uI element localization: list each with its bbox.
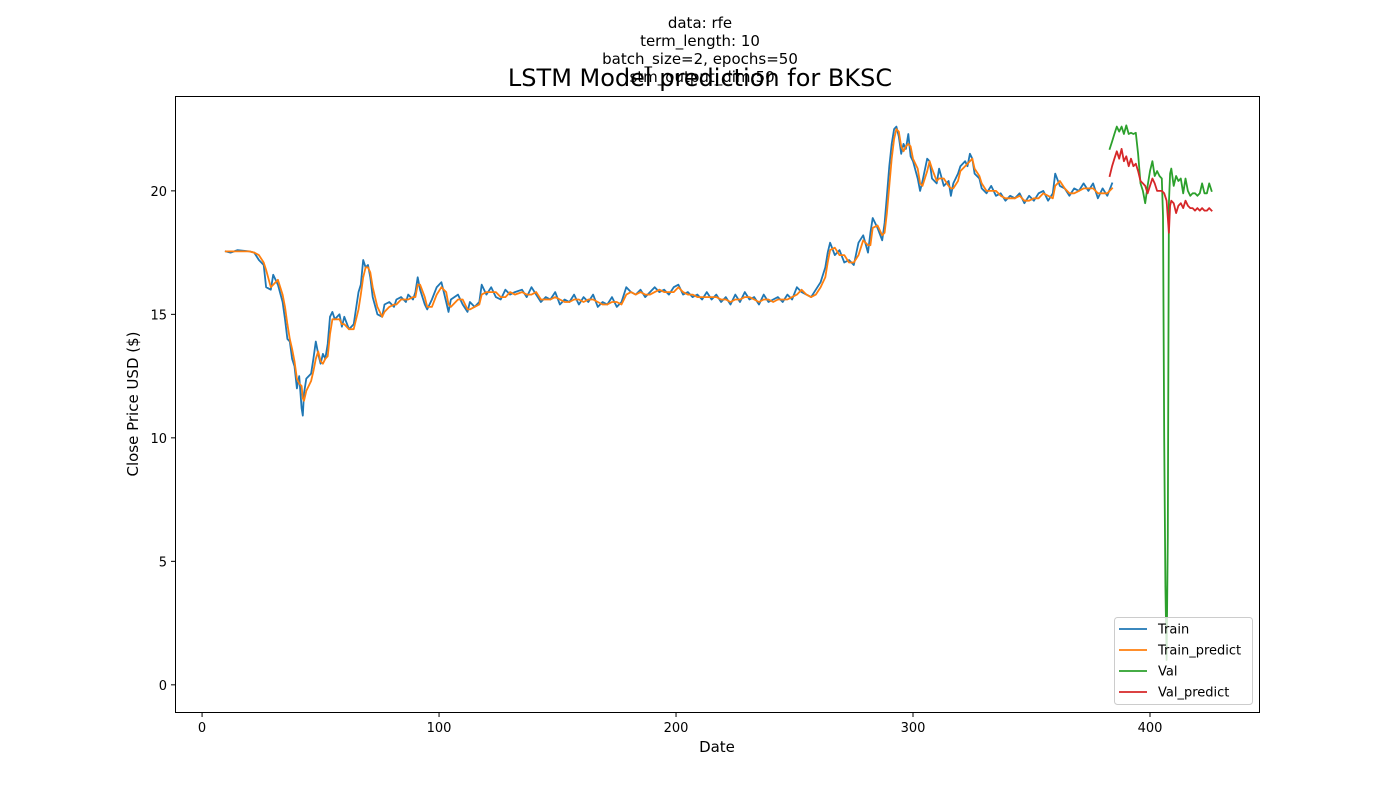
series-line-val [1108, 124, 1213, 661]
x-axis: 0 100 200 300 400 [198, 712, 1163, 736]
suptitle-line-4: lstm_output_dim:50 [625, 68, 775, 86]
x-tick-label: 400 [1138, 721, 1163, 736]
chart-title: LSTM Model prediction for BKSC [507, 64, 893, 92]
y-tick-label: 15 [150, 308, 167, 323]
plot-frame [175, 96, 1260, 713]
series-line-val-predict [1108, 148, 1213, 234]
x-tick-label: 0 [198, 721, 206, 736]
y-tick-label: 10 [150, 432, 167, 447]
series-line-train-predict [224, 128, 1114, 402]
legend-box [1114, 617, 1253, 705]
y-tick-label: 0 [159, 679, 167, 694]
x-tick-label: 200 [664, 721, 689, 736]
x-tick-label: 300 [901, 721, 926, 736]
suptitle-line-3: batch_size=2, epochs=50 [602, 50, 798, 68]
x-tick-label: 100 [427, 721, 452, 736]
series-lines [224, 124, 1213, 661]
y-tick-label: 5 [159, 555, 167, 570]
legend-label: Val_predict [1158, 686, 1229, 701]
y-axis-label: Close Price USD ($) [124, 331, 142, 476]
y-tick-label: 20 [150, 185, 167, 200]
legend-label: Val [1158, 665, 1177, 680]
series-line-train [224, 125, 1114, 417]
x-axis-label: Date [699, 738, 735, 756]
suptitle-line-2: term_length: 10 [640, 32, 760, 50]
suptitle-line-1: data: rfe [667, 14, 733, 32]
y-axis: 0 5 10 15 20 [150, 185, 176, 694]
legend-label: Train [1157, 623, 1189, 638]
legend-label: Train_predict [1157, 644, 1241, 659]
legend: Train Train_predict Val Val_predict [1114, 617, 1253, 705]
